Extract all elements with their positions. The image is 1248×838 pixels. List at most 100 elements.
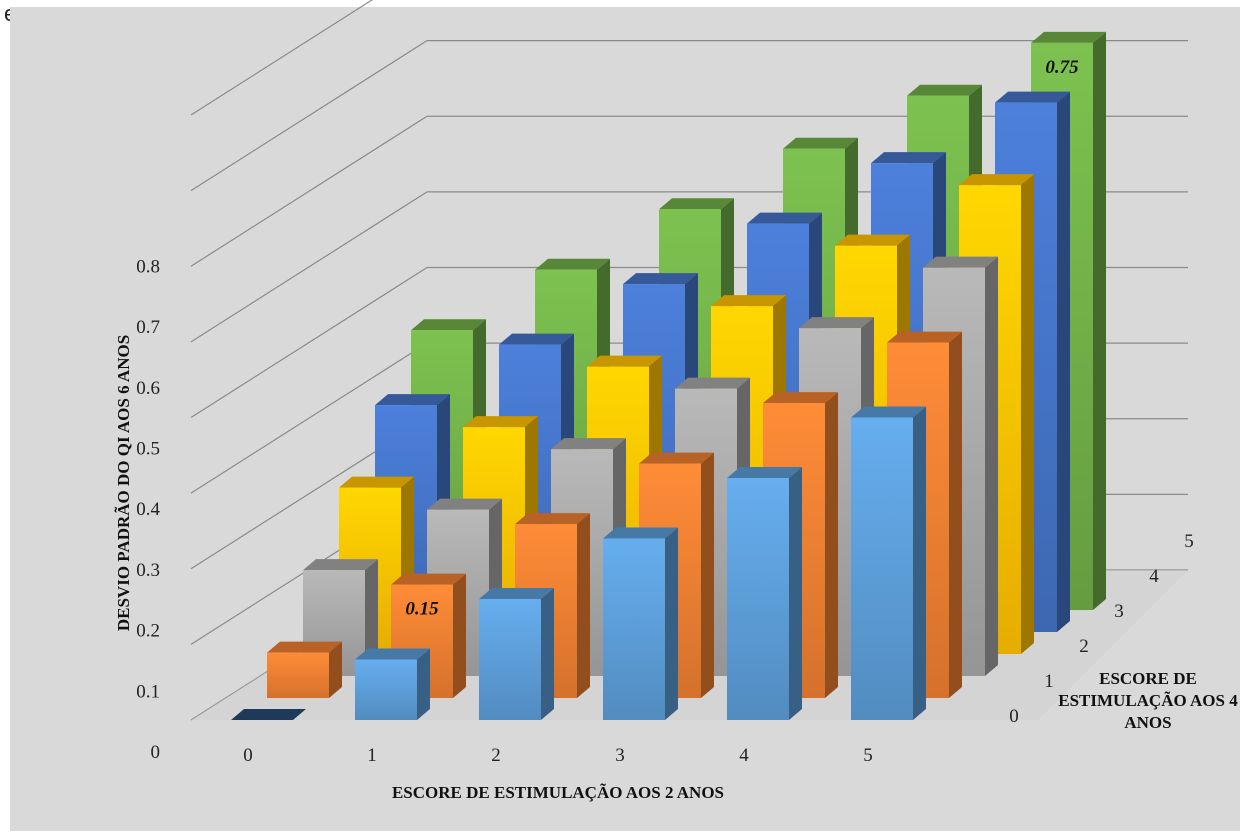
z-tick-label: 2 — [1079, 636, 1089, 657]
bar-side — [541, 588, 554, 720]
y-tick-label: 0.6 — [136, 378, 160, 399]
bar-top — [427, 498, 502, 510]
tick-labels: 0 0.1 0.2 0.3 0.4 0.5 0.6 0.7 0.8 0 1 2 3 4 5 0 1 2 3 4 5 — [136, 256, 1194, 766]
bar-side — [701, 452, 714, 698]
bar-flat-top — [231, 709, 306, 720]
bar-top — [675, 377, 750, 389]
gridline-wall — [190, 342, 428, 494]
bar-1-0 — [267, 641, 342, 698]
bar-top — [907, 84, 982, 96]
bar-top — [303, 559, 378, 571]
bar-top — [551, 438, 626, 450]
y-tick-label: 0.8 — [136, 256, 160, 277]
bar-front — [355, 659, 417, 720]
x-tick-label: 3 — [615, 745, 625, 766]
gridline-wall — [190, 115, 428, 267]
bar-0-0 — [231, 709, 306, 720]
bar-top — [411, 319, 486, 331]
bar-side — [417, 648, 430, 720]
bar-side — [1021, 174, 1034, 654]
bar-0-4 — [727, 467, 802, 720]
bar-side — [577, 513, 590, 698]
y-tick-label: 0.2 — [136, 621, 160, 642]
bar-top — [339, 476, 414, 488]
bar-side — [789, 467, 802, 720]
y-tick-label: 0.1 — [136, 681, 160, 702]
bar-1-2 — [515, 513, 590, 698]
z-tick-label: 5 — [1184, 531, 1194, 552]
x-tick-label: 4 — [739, 745, 749, 766]
x-tick-label: 5 — [863, 745, 873, 766]
bar-0-2 — [479, 588, 554, 720]
bar-top — [711, 295, 786, 307]
bar-side — [365, 559, 378, 676]
bar-top — [479, 588, 554, 599]
bar-top — [959, 174, 1034, 186]
x-tick-label: 0 — [243, 745, 253, 766]
data-label: 0.15 — [405, 599, 439, 620]
z-tick-label: 1 — [1044, 671, 1054, 692]
bar-top — [783, 137, 858, 149]
x-tick-label: 1 — [367, 745, 377, 766]
bar-front — [851, 417, 913, 720]
bar-top — [851, 406, 926, 418]
y-tick-label: 0.3 — [136, 560, 160, 581]
y-axis-title: DESVIO PADRÃO DO QI AOS 6 ANOS — [114, 335, 133, 631]
bar-top — [835, 234, 910, 246]
z-tick-label: 4 — [1149, 566, 1159, 587]
z-tick-label: 3 — [1114, 601, 1124, 622]
bar-side — [665, 527, 678, 720]
bar-side — [329, 641, 342, 698]
bar-side — [453, 573, 466, 698]
bar-front — [267, 652, 329, 698]
bar-top — [995, 91, 1070, 103]
x-axis-title: ESCORE DE ESTIMULAÇÃO AOS 2 ANOS — [392, 783, 724, 802]
bar-top — [799, 317, 874, 329]
bar-top — [659, 198, 734, 210]
bar-0-3 — [603, 527, 678, 720]
y-tick-label: 0.5 — [136, 439, 160, 460]
gridline-wall — [190, 0, 374, 116]
bar-top — [515, 513, 590, 525]
gridline-wall — [190, 266, 428, 419]
bar-top — [535, 258, 610, 270]
bar-top — [1031, 31, 1106, 43]
z-axis-title: ESCORE DE ESTIMULAÇÃO AOS 4 ANOS — [1058, 669, 1238, 732]
bar-top — [639, 452, 714, 464]
bar-side — [825, 392, 838, 698]
bar-top — [603, 527, 678, 539]
bar-top — [623, 273, 698, 285]
bar-0-5 — [851, 406, 926, 720]
bars — [231, 31, 1106, 720]
bar-side — [913, 406, 926, 720]
z-axis-title-line: ANOS — [1124, 713, 1171, 732]
bar-side — [949, 331, 962, 698]
data-labels: 0.15 0.75 — [405, 57, 1079, 620]
y-tick-label: 0.7 — [136, 317, 160, 338]
bar-side — [985, 256, 998, 676]
x-tick-label: 2 — [491, 745, 501, 766]
y-tick-label: 0.4 — [136, 499, 160, 520]
bar-top — [747, 212, 822, 224]
bar-front — [479, 599, 541, 720]
bar-front — [603, 538, 665, 720]
bar-top — [887, 331, 962, 343]
data-label: 0.75 — [1045, 57, 1079, 78]
z-tick-label: 0 — [1009, 706, 1019, 727]
bar-1-1 — [391, 573, 466, 698]
bar-0-1 — [355, 648, 430, 720]
bar-top — [463, 416, 538, 428]
bar-side — [1093, 31, 1106, 610]
bar-top — [871, 152, 946, 164]
z-axis-title-line: ESCORE DE — [1099, 669, 1197, 688]
bar-top — [375, 394, 450, 406]
gridline-wall — [190, 191, 428, 343]
bar-top — [267, 641, 342, 653]
bar-top — [727, 467, 802, 478]
bar-top — [763, 392, 838, 404]
z-axis-title-line: ESTIMULAÇÃO AOS 4 — [1058, 691, 1238, 710]
bar-top — [587, 355, 662, 367]
y-tick-label: 0 — [151, 742, 161, 763]
